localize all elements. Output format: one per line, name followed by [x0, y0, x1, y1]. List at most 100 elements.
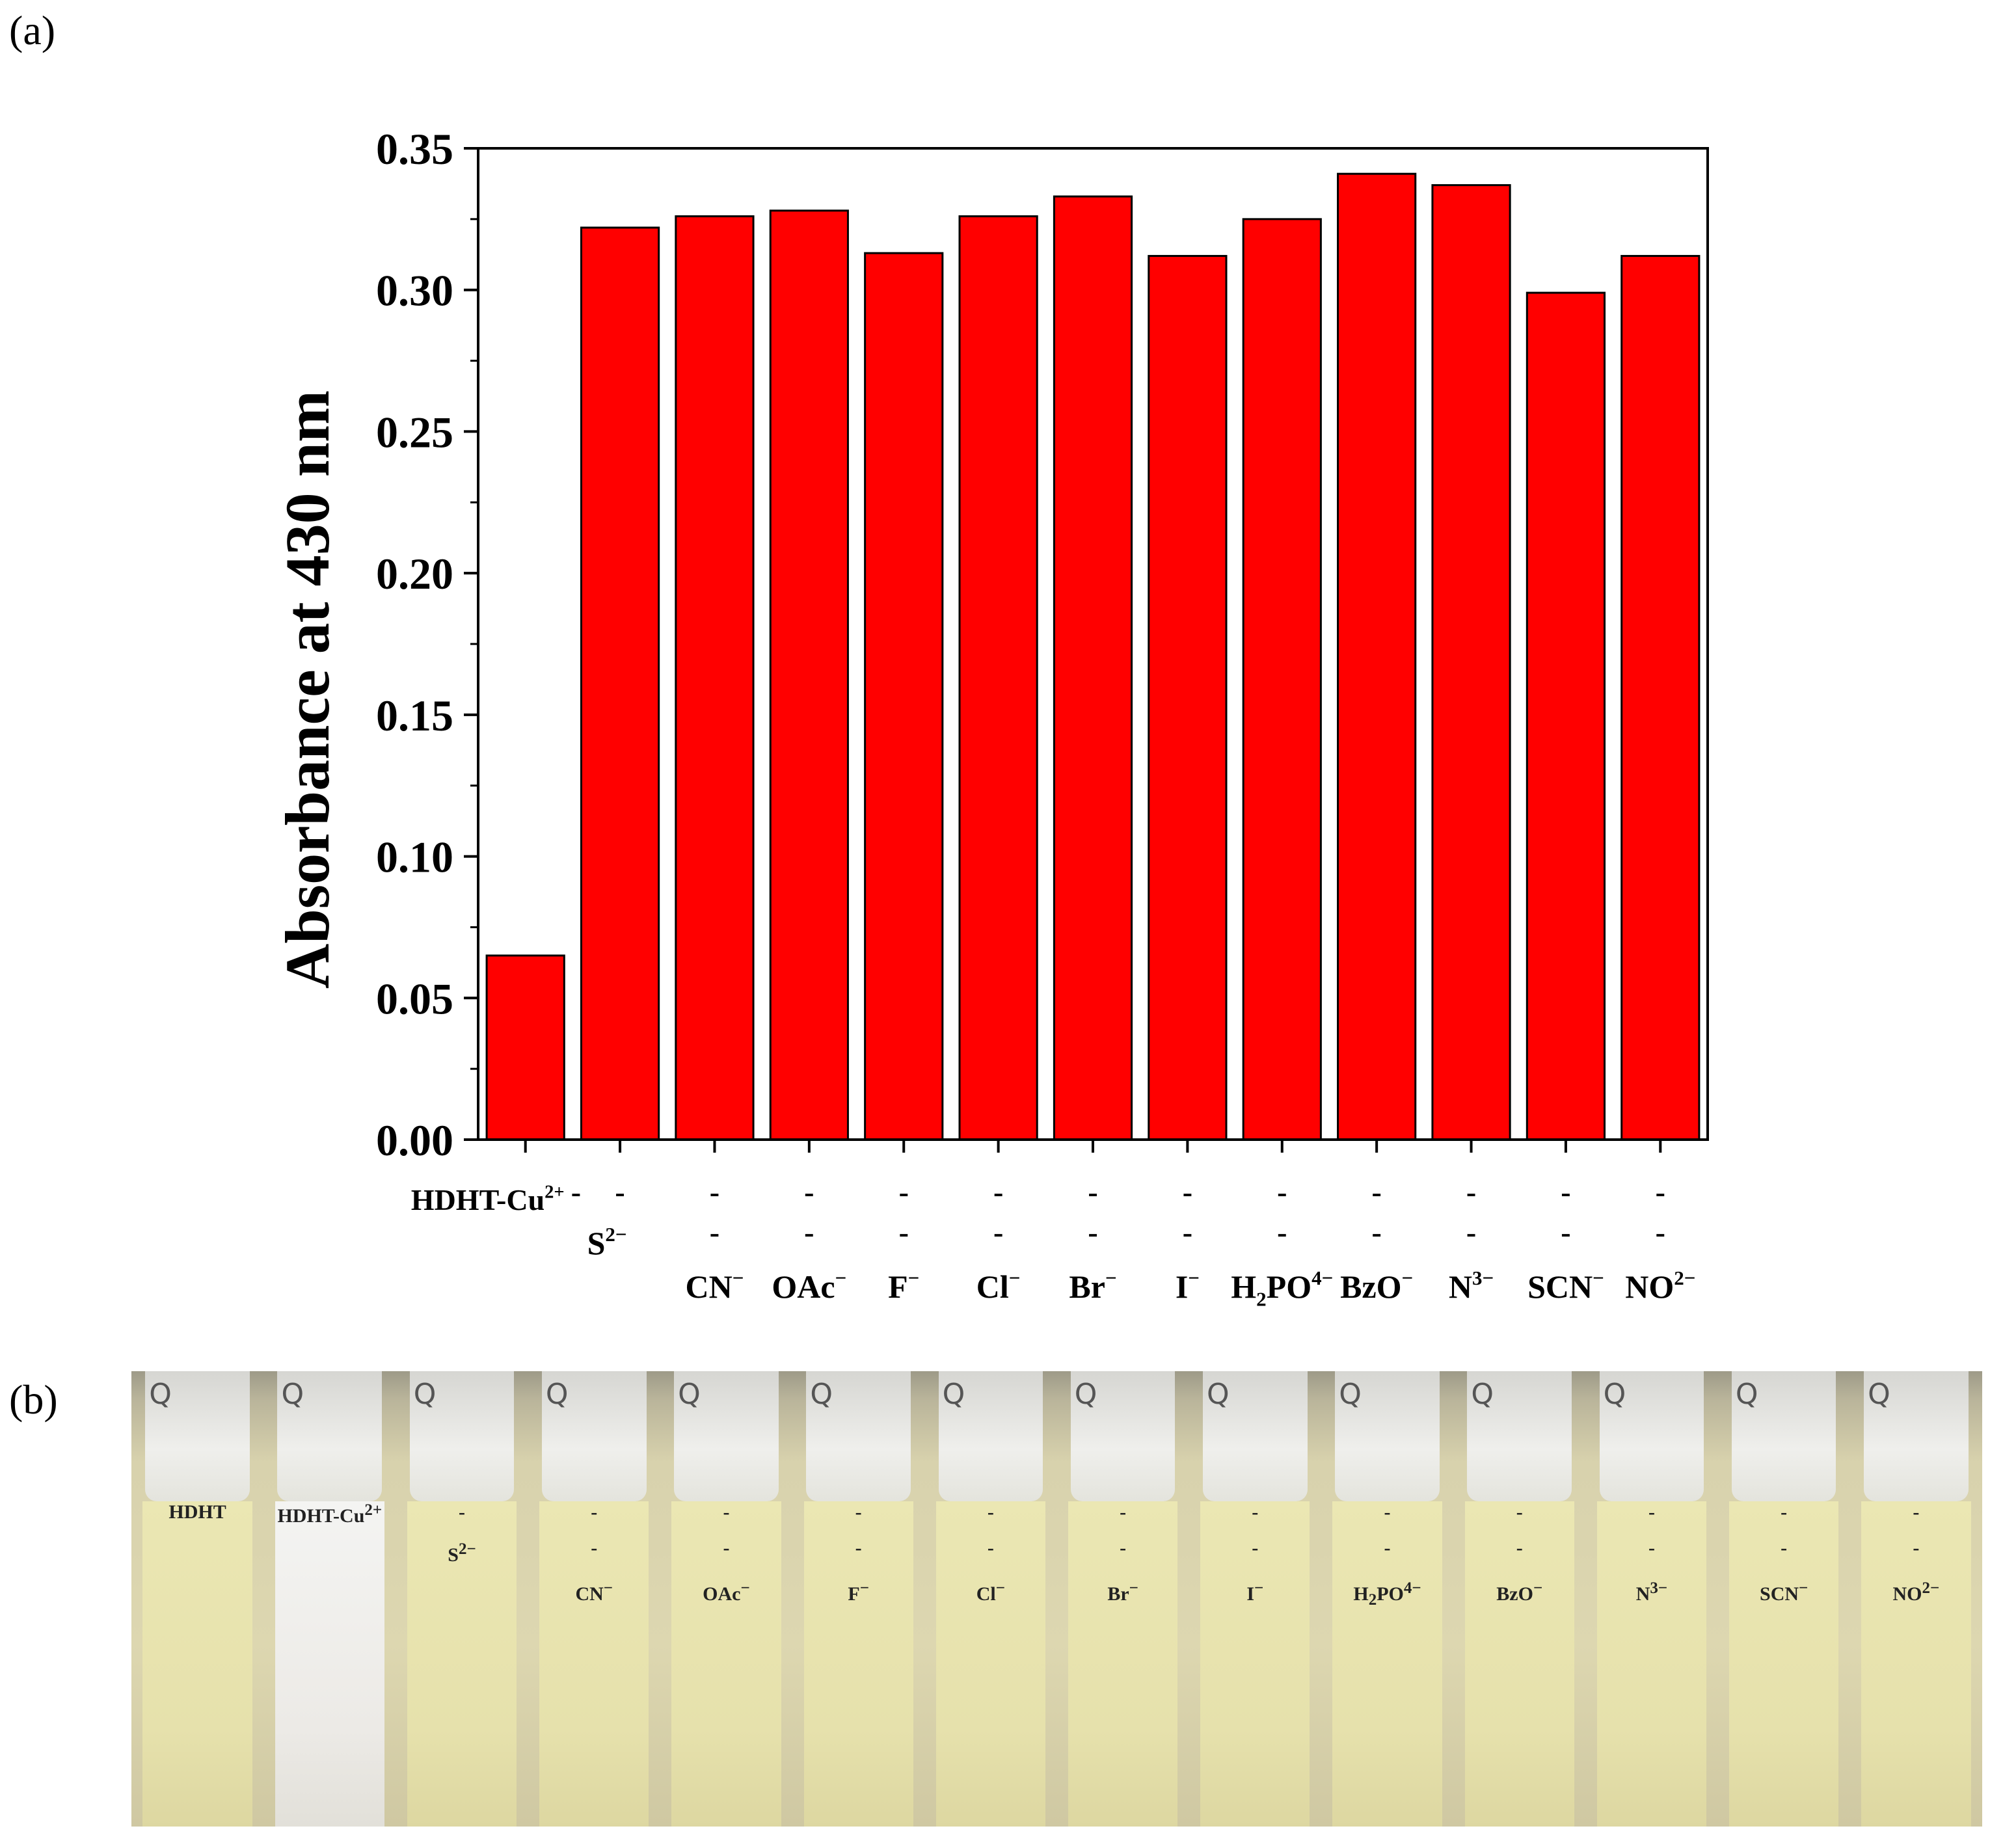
dash-mark: -: [591, 1537, 598, 1559]
x-axis: [524, 1140, 1662, 1153]
cuvette-liquid: [1200, 1501, 1310, 1827]
bar: [1053, 195, 1133, 1141]
cuvette-liquid: [935, 1501, 1046, 1827]
dash-mark: -: [987, 1501, 994, 1523]
bar: [769, 209, 849, 1141]
y-tick-label: 0.10: [376, 833, 453, 882]
dash-mark: -: [1561, 1175, 1570, 1209]
dash-mark: -: [1183, 1175, 1192, 1209]
y-axis: 0.00 0.05 0.10 0.15 0.20 0.25 0.30 0.35: [376, 124, 478, 1165]
x-category-label: N3−: [1449, 1266, 1494, 1305]
dash-mark: -: [1913, 1537, 1920, 1559]
cuvette-cap: Q: [1731, 1371, 1836, 1501]
dash-mark: -: [1252, 1501, 1259, 1523]
dash-mark: -: [1466, 1175, 1476, 1209]
bar: [1337, 172, 1417, 1141]
cuvette-liquid: [671, 1501, 781, 1827]
cuvette-cap: Q: [938, 1371, 1043, 1501]
cuvette-label: H2PO4−: [1353, 1579, 1421, 1609]
cap-mark: Q: [1206, 1378, 1230, 1411]
row-label-hdht-cu: HDHT-Cu2+: [411, 1183, 565, 1216]
dash-mark: -: [1183, 1216, 1192, 1249]
dash-mark: -: [993, 1216, 1003, 1249]
x-category-label: CN−: [686, 1266, 744, 1305]
cuvette-label: NO2−: [1892, 1579, 1940, 1605]
dash-mark: -: [1088, 1175, 1097, 1209]
cuvette: Q - - OAc−: [664, 1371, 788, 1827]
cuvette: Q HDHT: [135, 1371, 260, 1827]
cap-mark: Q: [545, 1378, 569, 1411]
x-category-label: Br−: [1069, 1266, 1116, 1305]
cuvette-photo: Q HDHT Q HDHT-Cu2+ Q - S2− Q - - CN− Q - - OAc− Q - - F− Q -…: [131, 1371, 1982, 1827]
cap-mark: Q: [1868, 1378, 1890, 1411]
cuvette-cap: Q: [541, 1371, 647, 1501]
cuvette: Q HDHT-Cu2+: [267, 1371, 392, 1827]
cuvette-label: S2−: [448, 1540, 476, 1566]
dash-mark: -: [1252, 1537, 1259, 1559]
bar: [1620, 254, 1701, 1141]
dash-mark: -: [855, 1501, 862, 1523]
cap-mark: Q: [413, 1378, 437, 1411]
dash-mark: -: [899, 1175, 909, 1209]
dash-mark: -: [1656, 1216, 1665, 1249]
x-category-label: SCN−: [1527, 1266, 1604, 1305]
bar: [958, 215, 1038, 1141]
bars: [485, 172, 1701, 1141]
bar: [864, 252, 944, 1141]
cuvette: Q - - F−: [796, 1371, 921, 1827]
y-tick-label: 0.15: [376, 691, 453, 740]
cuvette-liquid: [142, 1501, 252, 1827]
dash-mark: -: [459, 1501, 466, 1523]
cuvette-label: F−: [848, 1579, 869, 1605]
bar: [1148, 254, 1228, 1141]
cuvette-liquid: [1068, 1501, 1178, 1827]
cuvette-liquid: [1861, 1501, 1971, 1827]
dash-mark: -: [1088, 1216, 1097, 1249]
cuvette: Q - - N3−: [1589, 1371, 1714, 1827]
cap-mark: Q: [1735, 1378, 1758, 1411]
panel-a-label: (a): [9, 7, 56, 53]
dash-mark: -: [571, 1175, 581, 1209]
cuvette: Q - - CN−: [532, 1371, 656, 1827]
cuvette-label: BzO−: [1496, 1579, 1543, 1605]
cap-mark: Q: [281, 1378, 304, 1411]
cuvette: Q - - SCN−: [1722, 1371, 1846, 1827]
dash-mark: -: [1384, 1501, 1391, 1523]
y-tick-label: 0.20: [376, 549, 453, 598]
dash-mark: -: [1781, 1501, 1788, 1523]
cuvette-liquid: [539, 1501, 649, 1827]
dash-mark: -: [1277, 1216, 1287, 1249]
dash-mark: -: [1371, 1175, 1381, 1209]
dash-mark: -: [855, 1537, 862, 1559]
row-label-s2: S2−: [587, 1223, 627, 1261]
bar: [485, 954, 565, 1141]
dash-mark: -: [1648, 1537, 1655, 1559]
cuvette-liquid: [275, 1501, 384, 1827]
dash-mark: -: [1561, 1216, 1570, 1249]
dash-mark: -: [993, 1175, 1003, 1209]
dash-mark: -: [591, 1501, 598, 1523]
bar-chart: 0.00 0.05 0.10 0.15 0.20 0.25 0.30 0.35 HDHT-Cu…: [273, 124, 1709, 1311]
bar: [675, 215, 755, 1141]
x-category-label: Cl−: [976, 1266, 1021, 1305]
cuvette-cap: Q: [1070, 1371, 1176, 1501]
cap-mark: Q: [1603, 1378, 1626, 1411]
cuvette-cap: Q: [1202, 1371, 1308, 1501]
dash-mark: -: [987, 1537, 994, 1559]
cuvette: Q - S2−: [399, 1371, 524, 1827]
cuvette-label: OAc−: [703, 1579, 750, 1605]
cuvette-liquid: [1332, 1501, 1442, 1827]
bar: [1526, 291, 1606, 1141]
cap-mark: Q: [1339, 1378, 1362, 1411]
dash-mark: -: [615, 1175, 625, 1209]
bar: [580, 226, 660, 1141]
dash-mark: -: [1120, 1501, 1127, 1523]
cuvette: Q - - H2PO4−: [1325, 1371, 1449, 1827]
dash-mark: -: [710, 1175, 719, 1209]
cuvette-liquid: [1729, 1501, 1839, 1827]
y-tick-label: 0.05: [376, 974, 453, 1023]
dash-mark: -: [1656, 1175, 1665, 1209]
cap-mark: Q: [1074, 1378, 1097, 1411]
cap-mark: Q: [942, 1378, 965, 1411]
dash-mark: -: [1781, 1537, 1788, 1559]
